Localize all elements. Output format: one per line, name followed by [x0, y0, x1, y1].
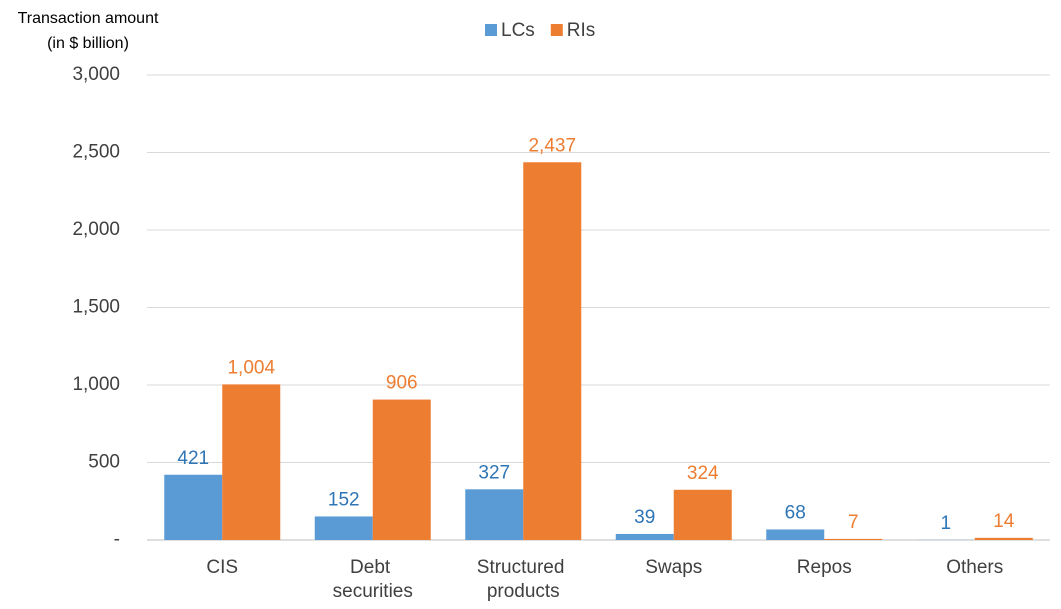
bar: [372, 399, 431, 540]
bar: [314, 516, 373, 540]
y-tick-label: 1,000: [72, 374, 120, 395]
y-axis-title: (in $ billion): [47, 35, 129, 52]
y-tick-label: 2,000: [72, 219, 120, 240]
bar: [673, 489, 732, 540]
data-label: 906: [386, 373, 418, 394]
data-label: 14: [993, 511, 1015, 532]
legend-label: LCs: [501, 20, 535, 41]
bar: [164, 474, 223, 540]
y-axis-title: Transaction amount: [18, 10, 159, 27]
bar: [766, 529, 825, 540]
y-tick-label: 500: [88, 452, 120, 473]
data-label: 421: [177, 448, 209, 469]
legend-swatch: [485, 24, 497, 36]
legend-label: RIs: [567, 20, 596, 41]
x-tick-label: Others: [946, 557, 1003, 578]
data-label: 7: [848, 512, 859, 533]
data-label: 1: [940, 513, 951, 534]
data-label: 68: [785, 502, 806, 523]
bar: [615, 533, 674, 540]
data-label: 152: [328, 489, 360, 510]
y-tick-label: 1,500: [72, 297, 120, 318]
bar: [523, 162, 582, 540]
x-tick-label: Debt securities: [333, 557, 413, 602]
data-label: 2,437: [528, 135, 576, 156]
y-tick-label: -: [114, 529, 120, 550]
x-tick-label: Swaps: [645, 557, 702, 578]
bar: [465, 489, 524, 540]
bar: [974, 537, 1033, 540]
x-tick-label: Structured products: [477, 557, 570, 602]
y-tick-label: 2,500: [72, 142, 120, 163]
legend-swatch: [550, 24, 563, 36]
y-tick-label: 3,000: [72, 64, 120, 85]
x-tick-label: CIS: [206, 557, 238, 578]
bar: [222, 384, 281, 540]
data-label: 1,004: [227, 357, 275, 378]
data-label: 327: [478, 462, 510, 483]
x-tick-label: Repos: [797, 557, 852, 578]
data-label: 39: [634, 507, 655, 528]
bar: [824, 538, 883, 540]
data-label: 324: [687, 463, 719, 484]
